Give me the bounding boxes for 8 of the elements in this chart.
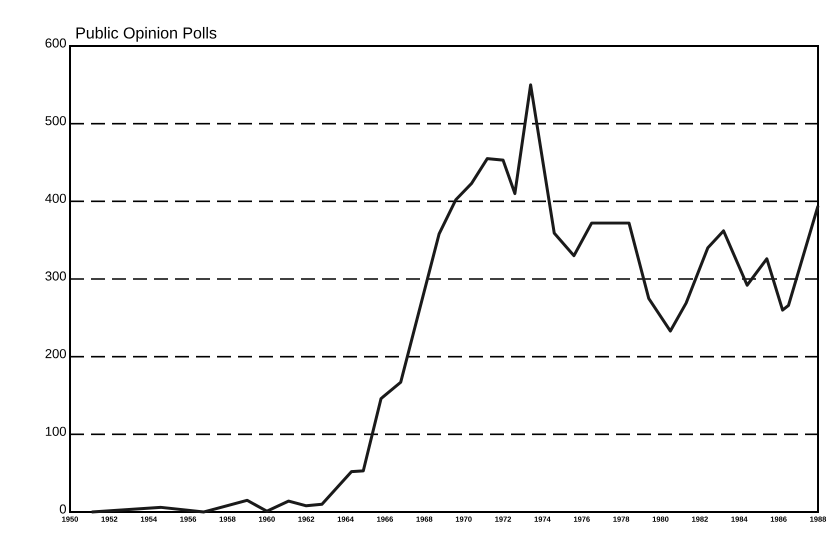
y-tick-label: 500	[45, 116, 66, 126]
y-tick-label: 300	[45, 271, 66, 281]
chart-title: Public Opinion Polls	[76, 26, 216, 42]
y-tick-label: 600	[46, 38, 66, 48]
y-tick-label: 0	[60, 504, 66, 514]
y-tick-label: 400	[45, 194, 66, 203]
y-tick-label: 100	[46, 426, 66, 436]
y-tick-label: 200	[46, 349, 66, 358]
